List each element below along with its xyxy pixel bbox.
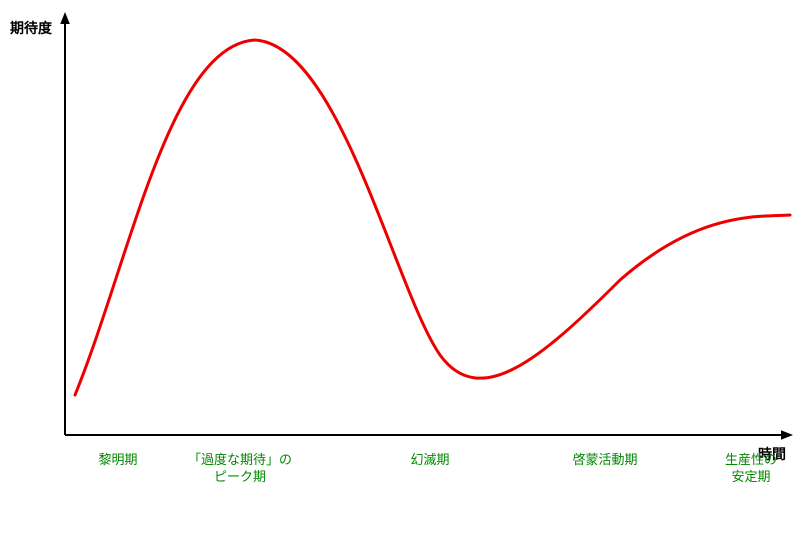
phase-label-4: 生産性の 安定期 bbox=[716, 452, 786, 486]
phase-label-3: 啓蒙活動期 bbox=[560, 452, 650, 469]
phase-label-1: 「過度な期待」の ピーク期 bbox=[170, 452, 310, 486]
y-axis-label: 期待度 bbox=[10, 18, 52, 38]
phase-label-2: 幻滅期 bbox=[400, 452, 460, 469]
hype-cycle-chart: 期待度 時間 黎明期「過度な期待」の ピーク期幻滅期啓蒙活動期生産性の 安定期 bbox=[0, 0, 800, 535]
phase-label-0: 黎明期 bbox=[88, 452, 148, 469]
